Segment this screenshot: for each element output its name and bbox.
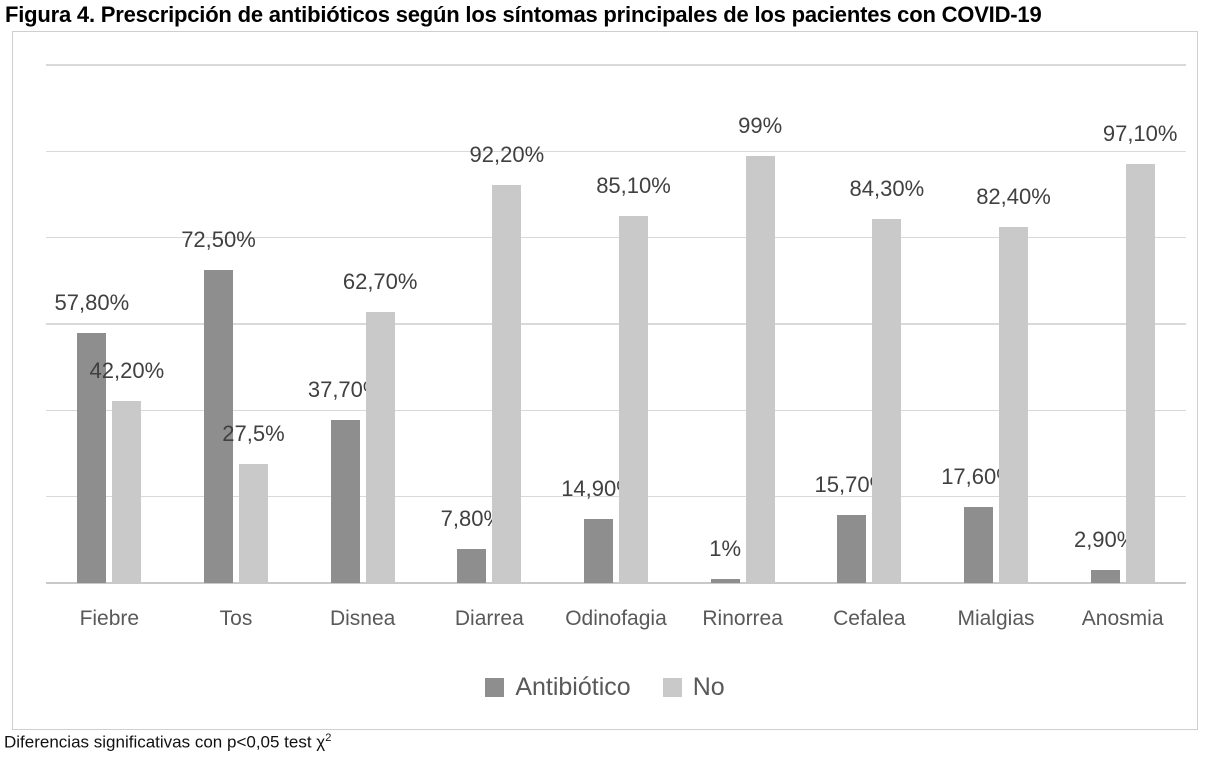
- bar-value-label: 42,20%: [89, 357, 165, 383]
- gridline: [46, 150, 1186, 153]
- legend-label: Antibiótico: [515, 673, 631, 701]
- bar: [964, 507, 993, 583]
- legend-swatch: [485, 678, 505, 697]
- chart-area: 57,80% 42,20% Fiebre 72,50% 27,5% Tos 37,70% 62…: [12, 31, 1198, 730]
- category-label: Fiebre: [79, 607, 140, 630]
- legend-label: No: [692, 673, 725, 701]
- footnote-text: Diferencias significativas con p<0,05 te…: [4, 732, 326, 752]
- bar: [365, 312, 395, 583]
- category-label: Tos: [219, 607, 253, 630]
- category-label: Disnea: [329, 607, 396, 630]
- bar: [710, 578, 740, 583]
- gridline: [46, 64, 1186, 66]
- legend: Antibiótico No: [13, 673, 1197, 702]
- bar-value-label: 99%: [738, 112, 783, 138]
- bar: [745, 155, 775, 583]
- legend-item: Antibiótico: [485, 673, 631, 702]
- bar: [204, 270, 233, 583]
- gridline: [46, 323, 1186, 325]
- bar: [1125, 163, 1155, 583]
- x-axis-line: [46, 582, 1186, 584]
- bar-value-label: 57,80%: [54, 290, 130, 316]
- bar-value-label: 85,10%: [596, 172, 671, 198]
- bar: [872, 219, 902, 583]
- bar-value-label: 82,40%: [976, 184, 1051, 210]
- bar: [584, 518, 613, 583]
- figure-title: Figura 4. Prescripción de antibióticos s…: [5, 2, 1042, 27]
- category-label: Anosmia: [1081, 607, 1164, 630]
- bar: [1090, 570, 1120, 583]
- bar: [619, 215, 648, 583]
- bar: [457, 549, 487, 583]
- footnote-superscript: 2: [325, 732, 332, 744]
- bar-value-label: 62,70%: [342, 269, 418, 295]
- bar: [837, 515, 867, 583]
- gridline: [46, 495, 1186, 498]
- legend-item: No: [662, 673, 725, 702]
- bar: [77, 333, 107, 583]
- legend-swatch: [662, 678, 682, 697]
- category-label: Odinofagia: [565, 607, 667, 630]
- bar: [239, 464, 268, 583]
- category-label: Cefalea: [833, 607, 906, 630]
- gridline: [46, 409, 1186, 412]
- bar: [330, 420, 360, 583]
- bar-value-label: 97,10%: [1102, 120, 1178, 146]
- bar-value-label: 72,50%: [181, 227, 256, 253]
- bar: [492, 185, 522, 583]
- bar-value-label: 92,20%: [469, 142, 545, 167]
- category-label: Diarrea: [454, 607, 524, 630]
- category-label: Mialgias: [957, 607, 1035, 630]
- bar: [112, 400, 142, 583]
- category-label: Rinorrea: [702, 607, 783, 630]
- bar-value-label: 27,5%: [222, 421, 285, 447]
- footnote: Diferencias significativas con p<0,05 te…: [4, 732, 331, 753]
- gridline: [46, 236, 1186, 239]
- bar-value-label: 84,30%: [849, 176, 925, 202]
- bar: [999, 227, 1028, 583]
- bar-value-label: 1%: [709, 535, 742, 561]
